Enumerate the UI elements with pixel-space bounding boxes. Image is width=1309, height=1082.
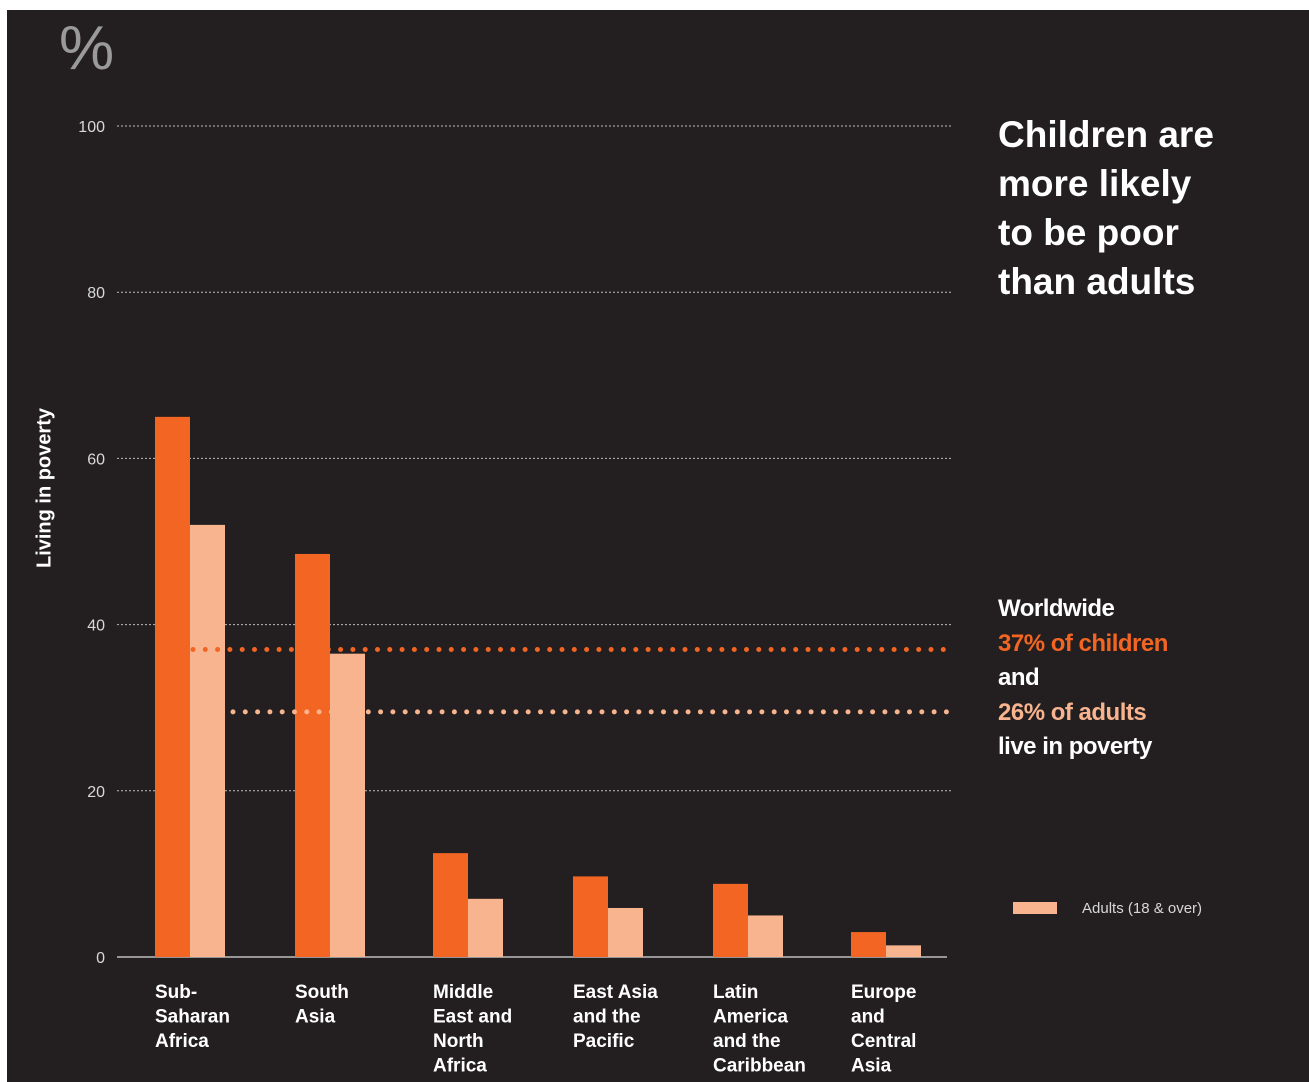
annotation-line: and — [998, 664, 1040, 691]
legend-adults-swatch — [1013, 902, 1057, 914]
legend: Adults (18 & over) — [1013, 898, 1202, 918]
bar-adults — [608, 907, 643, 957]
y-tick-label: 0 — [96, 950, 105, 967]
y-tick-label: 40 — [87, 618, 105, 635]
category-label: Middle East and North Africa — [433, 982, 512, 1077]
bar-adults — [190, 524, 225, 957]
y-tick-label: 20 — [87, 784, 105, 801]
bar-chart: 0 20 40 60 80 100 Sub-Saharan Africa South Asia Mi… — [78, 119, 954, 1077]
annotation-adults-stat: 26% of adults — [998, 698, 1147, 726]
bar-adults — [468, 898, 503, 957]
annotation-line: Worldwide — [998, 595, 1115, 622]
annotation-line: live in poverty — [998, 733, 1152, 760]
category-label: Europe and Central Asia — [851, 982, 916, 1077]
y-tick-label: 80 — [87, 285, 105, 302]
y-tick-label: 100 — [78, 119, 105, 136]
bar-adults — [330, 653, 365, 957]
annotation-children-stat: 37% of children — [998, 629, 1168, 657]
unit-symbol: % — [59, 14, 115, 83]
headline-line: than adults — [998, 261, 1196, 302]
bar-children — [713, 883, 748, 957]
headline-line: Children are — [998, 114, 1214, 155]
chart-panel: % Living in poverty 0 20 40 60 80 100 Sub-Saha… — [7, 10, 1309, 1082]
bar-children — [573, 876, 608, 957]
bar-adults — [886, 945, 921, 957]
bar-children — [851, 932, 886, 957]
category-label: Sub-Saharan Africa — [155, 982, 230, 1052]
bar-children — [295, 553, 330, 957]
bar-adults — [748, 915, 783, 957]
legend-adults-label: Adults (18 & over) — [1082, 899, 1203, 917]
category-label: East Asia and the Pacific — [573, 982, 658, 1052]
category-label: South Asia — [295, 982, 349, 1028]
bar-children — [155, 416, 190, 958]
category-label: Latin America and the Caribbean — [713, 982, 806, 1077]
worldwide-annotation: Worldwide 37% of children and 26% of adu… — [998, 592, 1298, 765]
bar-children — [433, 853, 468, 957]
headline-line: to be poor — [998, 212, 1179, 253]
y-tick-label: 60 — [87, 451, 105, 468]
headline-line: more likely — [998, 163, 1192, 204]
headline: Children are more likely to be poor than… — [998, 110, 1298, 306]
